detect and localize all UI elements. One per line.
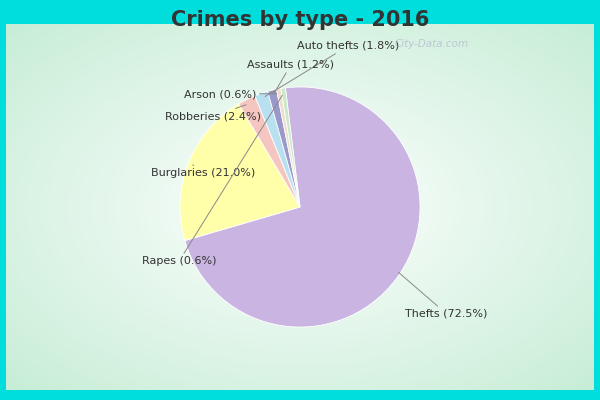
Text: City-Data.com: City-Data.com <box>394 39 469 49</box>
Wedge shape <box>268 89 300 207</box>
Wedge shape <box>239 96 300 207</box>
Text: Crimes by type - 2016: Crimes by type - 2016 <box>171 10 429 30</box>
Text: Rapes (0.6%): Rapes (0.6%) <box>142 95 283 266</box>
Text: Robberies (2.4%): Robberies (2.4%) <box>166 105 262 121</box>
Wedge shape <box>185 87 420 327</box>
Text: Burglaries (21.0%): Burglaries (21.0%) <box>151 165 255 178</box>
Wedge shape <box>255 91 300 207</box>
Wedge shape <box>180 104 300 241</box>
Text: Arson (0.6%): Arson (0.6%) <box>184 89 277 99</box>
Text: Thefts (72.5%): Thefts (72.5%) <box>398 272 488 319</box>
Wedge shape <box>281 88 300 207</box>
Wedge shape <box>277 88 300 207</box>
Text: Assaults (1.2%): Assaults (1.2%) <box>247 60 334 92</box>
Text: Auto thefts (1.8%): Auto thefts (1.8%) <box>265 41 400 96</box>
